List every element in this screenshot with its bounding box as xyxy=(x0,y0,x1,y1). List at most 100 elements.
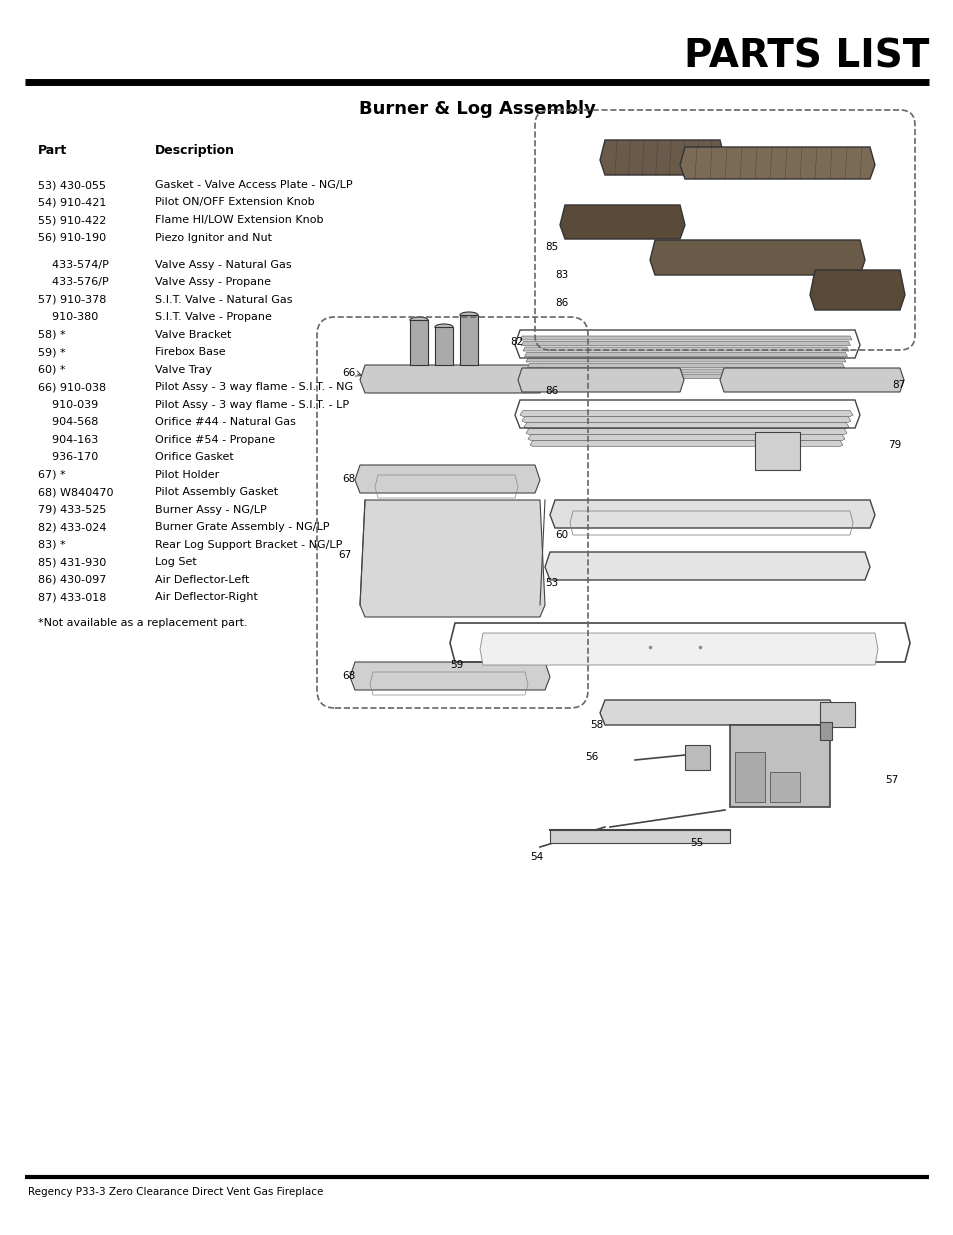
Polygon shape xyxy=(525,358,845,362)
Text: 55) 910-422: 55) 910-422 xyxy=(38,215,107,225)
Polygon shape xyxy=(544,552,869,580)
Polygon shape xyxy=(479,634,877,664)
Polygon shape xyxy=(521,416,850,422)
Text: *Not available as a replacement part.: *Not available as a replacement part. xyxy=(38,618,248,627)
Text: Description: Description xyxy=(154,144,234,157)
Bar xyxy=(729,725,829,806)
Text: Orifice Gasket: Orifice Gasket xyxy=(154,452,233,462)
Polygon shape xyxy=(527,435,844,441)
Text: 433-576/P: 433-576/P xyxy=(38,277,109,287)
Text: 86) 430-097: 86) 430-097 xyxy=(38,574,107,584)
Bar xyxy=(435,327,453,366)
Text: 79: 79 xyxy=(887,440,901,450)
Polygon shape xyxy=(517,368,683,391)
Text: 54) 910-421: 54) 910-421 xyxy=(38,198,107,207)
Polygon shape xyxy=(519,410,852,416)
Text: 57) 910-378: 57) 910-378 xyxy=(38,295,107,305)
Polygon shape xyxy=(527,363,843,368)
Text: Air Deflector-Right: Air Deflector-Right xyxy=(154,592,257,603)
Text: Piezo Ignitor and Nut: Piezo Ignitor and Nut xyxy=(154,232,272,242)
Text: Pilot Assy - 3 way flame - S.I.T. - NG: Pilot Assy - 3 way flame - S.I.T. - NG xyxy=(154,382,353,393)
Bar xyxy=(754,432,800,471)
Bar xyxy=(684,745,709,769)
Bar xyxy=(820,701,854,727)
Text: Burner & Log Assembly: Burner & Log Assembly xyxy=(358,100,595,119)
Text: 68: 68 xyxy=(341,474,355,484)
Polygon shape xyxy=(599,700,834,725)
Text: 910-380: 910-380 xyxy=(38,312,98,322)
Text: 68) W840470: 68) W840470 xyxy=(38,487,113,498)
Text: Valve Assy - Natural Gas: Valve Assy - Natural Gas xyxy=(154,259,292,269)
Text: Air Deflector-Left: Air Deflector-Left xyxy=(154,574,249,584)
Text: 66) 910-038: 66) 910-038 xyxy=(38,382,106,393)
Text: Valve Bracket: Valve Bracket xyxy=(154,330,232,340)
Text: 68: 68 xyxy=(341,671,355,680)
Text: S.I.T. Valve - Propane: S.I.T. Valve - Propane xyxy=(154,312,272,322)
Text: Pilot ON/OFF Extension Knob: Pilot ON/OFF Extension Knob xyxy=(154,198,314,207)
Text: 66: 66 xyxy=(341,368,355,378)
Bar xyxy=(769,772,800,802)
Text: Pilot Holder: Pilot Holder xyxy=(154,469,219,479)
Text: 904-568: 904-568 xyxy=(38,417,98,427)
Text: 936-170: 936-170 xyxy=(38,452,98,462)
Text: 59) *: 59) * xyxy=(38,347,66,357)
Polygon shape xyxy=(359,366,544,393)
Polygon shape xyxy=(529,369,842,373)
Bar xyxy=(820,722,831,740)
Text: 79) 433-525: 79) 433-525 xyxy=(38,505,107,515)
Bar xyxy=(410,320,428,366)
Text: 83: 83 xyxy=(555,270,568,280)
Text: Rear Log Support Bracket - NG/LP: Rear Log Support Bracket - NG/LP xyxy=(154,540,342,550)
Polygon shape xyxy=(550,500,874,529)
Polygon shape xyxy=(521,342,850,346)
Text: Regency P33-3 Zero Clearance Direct Vent Gas Fireplace: Regency P33-3 Zero Clearance Direct Vent… xyxy=(28,1187,323,1197)
Text: 53) 430-055: 53) 430-055 xyxy=(38,180,106,190)
Text: 904-163: 904-163 xyxy=(38,435,98,445)
Polygon shape xyxy=(519,336,851,340)
Text: 56: 56 xyxy=(584,752,598,762)
Text: Log Set: Log Set xyxy=(154,557,196,567)
Text: 86: 86 xyxy=(555,298,568,308)
Text: 60: 60 xyxy=(555,530,568,540)
Text: 56) 910-190: 56) 910-190 xyxy=(38,232,106,242)
Ellipse shape xyxy=(459,312,477,317)
Polygon shape xyxy=(530,441,842,447)
Text: Pilot Assembly Gasket: Pilot Assembly Gasket xyxy=(154,487,278,498)
Text: Valve Tray: Valve Tray xyxy=(154,364,212,374)
Polygon shape xyxy=(522,347,848,351)
Text: 59: 59 xyxy=(450,659,463,671)
Text: 87) 433-018: 87) 433-018 xyxy=(38,592,107,603)
Polygon shape xyxy=(355,466,539,493)
Bar xyxy=(734,752,764,802)
Text: 53: 53 xyxy=(544,578,558,588)
Text: Flame HI/LOW Extension Knob: Flame HI/LOW Extension Knob xyxy=(154,215,323,225)
Text: 67: 67 xyxy=(337,550,351,559)
Text: 58: 58 xyxy=(589,720,602,730)
Ellipse shape xyxy=(410,317,428,324)
Text: 87: 87 xyxy=(891,380,904,390)
Text: 85) 431-930: 85) 431-930 xyxy=(38,557,106,567)
Text: Valve Assy - Propane: Valve Assy - Propane xyxy=(154,277,271,287)
Text: Orifice #54 - Propane: Orifice #54 - Propane xyxy=(154,435,274,445)
Text: 55: 55 xyxy=(689,839,702,848)
Text: 82) 433-024: 82) 433-024 xyxy=(38,522,107,532)
Bar xyxy=(550,830,729,844)
Text: 83) *: 83) * xyxy=(38,540,66,550)
Polygon shape xyxy=(809,270,904,310)
Text: Burner Grate Assembly - NG/LP: Burner Grate Assembly - NG/LP xyxy=(154,522,329,532)
Polygon shape xyxy=(679,147,874,179)
Polygon shape xyxy=(530,374,841,378)
Text: 86: 86 xyxy=(544,387,558,396)
Polygon shape xyxy=(559,205,684,240)
Text: 82: 82 xyxy=(510,337,522,347)
Polygon shape xyxy=(359,500,544,618)
Polygon shape xyxy=(720,368,903,391)
Text: Burner Assy - NG/LP: Burner Assy - NG/LP xyxy=(154,505,267,515)
Text: 67) *: 67) * xyxy=(38,469,66,479)
Text: 433-574/P: 433-574/P xyxy=(38,259,109,269)
Text: 57: 57 xyxy=(884,776,898,785)
Text: PARTS LIST: PARTS LIST xyxy=(683,38,928,77)
Polygon shape xyxy=(599,140,724,175)
Polygon shape xyxy=(523,422,848,429)
Text: 85: 85 xyxy=(544,242,558,252)
